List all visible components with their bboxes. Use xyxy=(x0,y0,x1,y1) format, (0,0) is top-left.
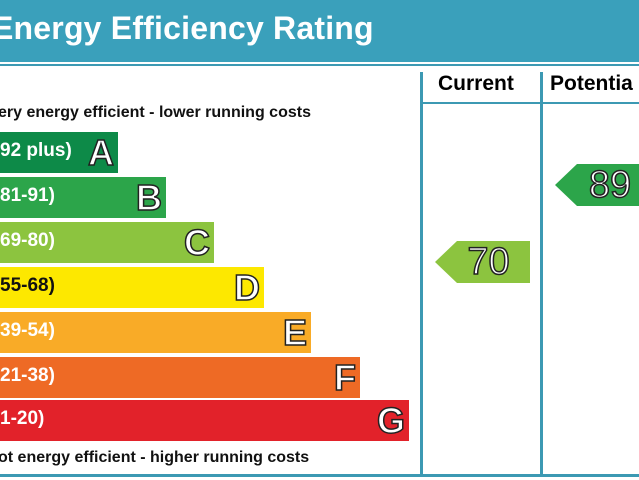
current-rating-value: 70 xyxy=(467,240,511,284)
mid-divider xyxy=(540,72,543,476)
potential-arrow-shape xyxy=(555,164,639,206)
top-note: ery energy efficient - lower running cos… xyxy=(0,104,311,121)
potential-column-header: Potentia xyxy=(550,72,633,95)
bottom-note: ot energy efficient - higher running cos… xyxy=(0,449,310,466)
top-rule xyxy=(0,64,639,66)
left-divider xyxy=(420,72,423,476)
header-underline xyxy=(420,102,639,104)
band-b-letter: B xyxy=(135,177,163,219)
band-a-range: 92 plus) xyxy=(0,140,72,161)
band-c-range: 69-80) xyxy=(0,230,55,251)
band-e-range: 39-54) xyxy=(0,320,55,341)
chart-title: Energy Efficiency Rating xyxy=(0,10,374,46)
band-f-range: 21-38) xyxy=(0,365,55,386)
current-column-header: Current xyxy=(438,72,514,95)
band-g: 1-20) G xyxy=(0,400,409,441)
band-b: 81-91) B xyxy=(0,177,166,218)
band-a-letter: A xyxy=(87,132,115,174)
band-d: 55-68) D xyxy=(0,267,264,308)
title-bar: Energy Efficiency Rating xyxy=(0,0,639,62)
band-c-letter: C xyxy=(183,222,211,264)
current-arrow-shape xyxy=(435,241,530,283)
current-rating-arrow: 70 xyxy=(435,240,530,284)
band-d-letter: D xyxy=(233,267,261,309)
band-b-range: 81-91) xyxy=(0,185,55,206)
band-c: 69-80) C xyxy=(0,222,214,263)
bottom-rule xyxy=(0,474,639,477)
band-g-range: 1-20) xyxy=(0,408,45,429)
band-f-letter: F xyxy=(333,357,357,399)
band-a: 92 plus) A xyxy=(0,132,118,173)
band-d-range: 55-68) xyxy=(0,275,55,296)
band-g-letter: G xyxy=(376,400,406,442)
band-f: 21-38) F xyxy=(0,357,360,398)
band-e: 39-54) E xyxy=(0,312,311,353)
band-e-letter: E xyxy=(282,312,308,354)
potential-rating-value: 89 xyxy=(588,163,632,207)
potential-rating-arrow: 89 xyxy=(555,163,639,207)
